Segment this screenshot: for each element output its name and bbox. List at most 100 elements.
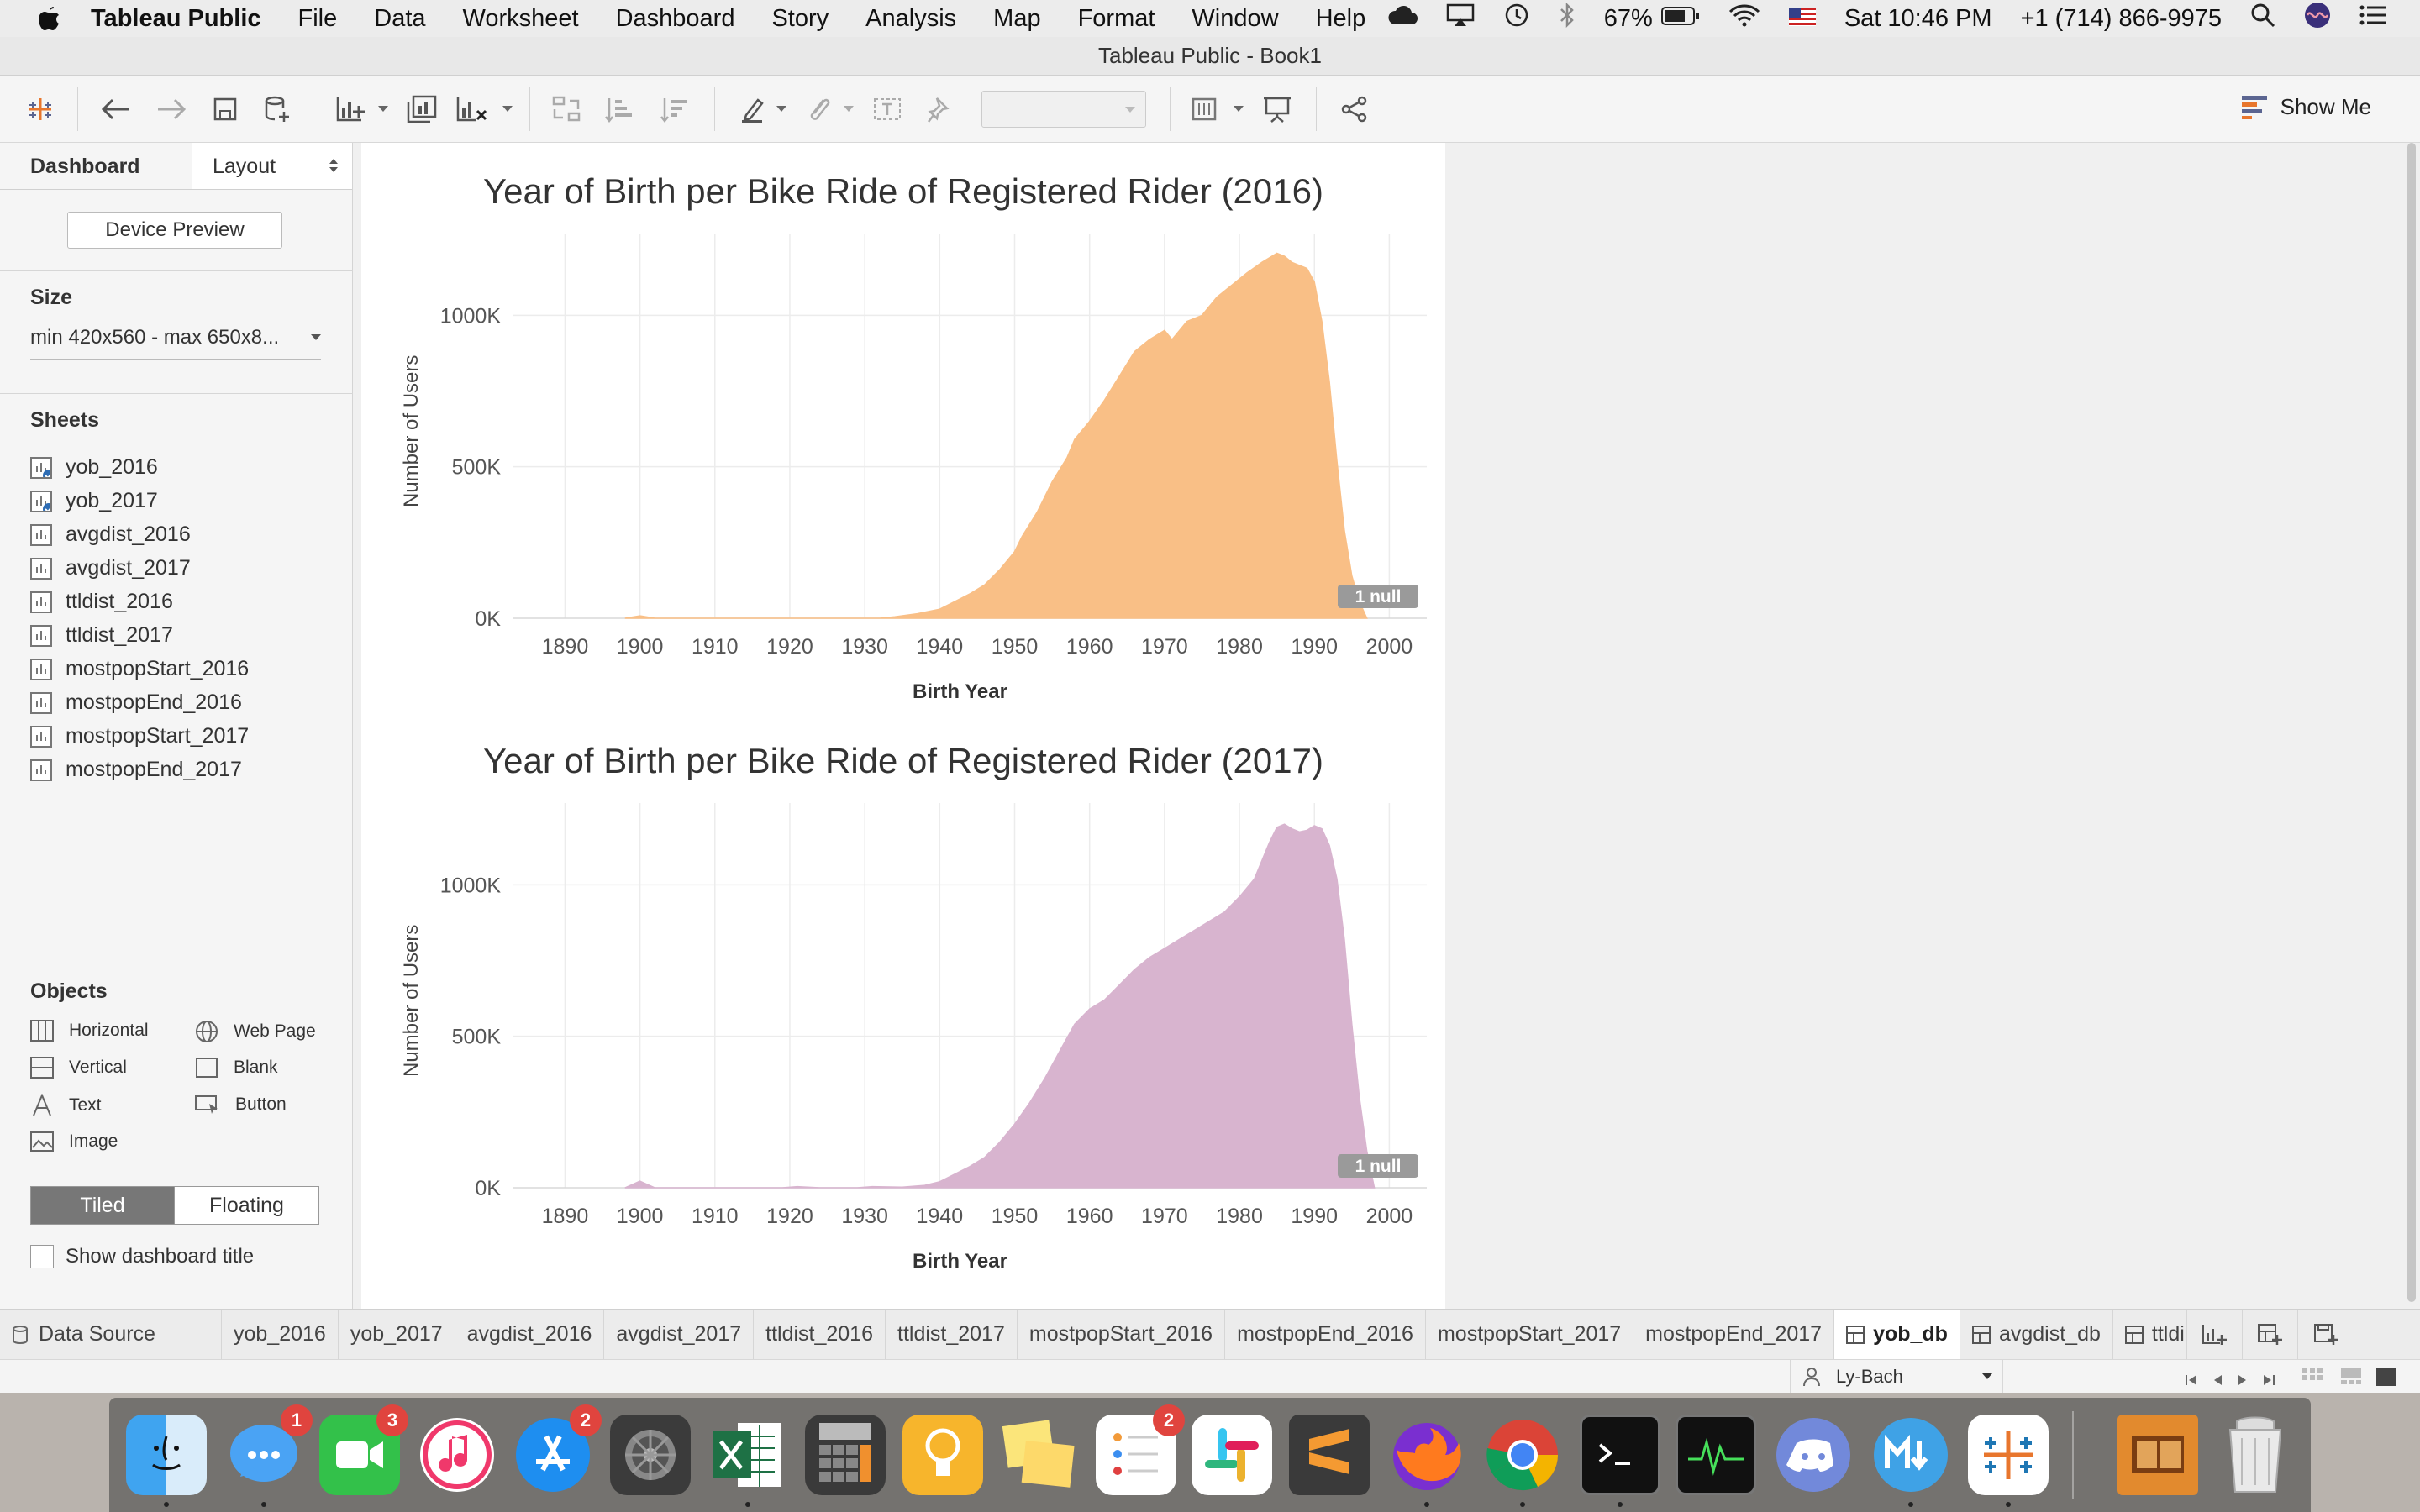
tab-mostpopend-2017[interactable]: mostpopEnd_2017	[1634, 1309, 1835, 1360]
save-icon[interactable]	[208, 92, 242, 126]
slack-icon[interactable]	[1192, 1415, 1272, 1495]
menu-dashboard[interactable]: Dashboard	[615, 4, 735, 32]
object-blank[interactable]: Blank	[195, 1057, 278, 1079]
sheet-item-avgdist-2017[interactable]: avgdist_2017	[30, 556, 191, 580]
object-web-page[interactable]: Web Page	[195, 1020, 316, 1043]
show-mark-labels-icon[interactable]	[871, 92, 904, 126]
trash-icon[interactable]	[2215, 1415, 2296, 1495]
menu-help[interactable]: Help	[1315, 4, 1366, 32]
size-dropdown[interactable]: min 420x560 - max 650x8...	[30, 326, 321, 360]
tab-yob-db[interactable]: yob_db	[1834, 1309, 1960, 1360]
chrome-icon[interactable]	[1482, 1415, 1563, 1495]
finder-icon[interactable]	[126, 1415, 207, 1495]
messenger-icon[interactable]: 1	[224, 1404, 313, 1495]
menu-format[interactable]: Format	[1077, 4, 1155, 32]
area-chart-2016[interactable]: 1890 1900 1910 1920 1930 1940 1950 1960 1970 1980…	[361, 227, 1445, 714]
tab-ttldist-db[interactable]: ttldi	[2113, 1309, 2187, 1360]
firefox-icon[interactable]	[1386, 1415, 1467, 1495]
tab-mostpopstart-2017[interactable]: mostpopStart_2017	[1426, 1309, 1634, 1360]
presentation-mode-icon[interactable]	[1260, 92, 1294, 126]
music-icon[interactable]	[417, 1415, 497, 1495]
tableau-logo-icon[interactable]	[24, 92, 57, 126]
menu-story[interactable]: Story	[771, 4, 829, 32]
tab-ttldist-2017[interactable]: ttldist_2017	[886, 1309, 1018, 1360]
menu-map[interactable]: Map	[993, 4, 1041, 32]
sheet-item-mostpopstart-2017[interactable]: mostpopStart_2017	[30, 724, 249, 748]
clear-sheet-icon[interactable]	[455, 92, 489, 126]
stickies-icon[interactable]	[998, 1415, 1079, 1495]
show-cards-dropdown-icon[interactable]	[1230, 92, 1247, 126]
clock[interactable]: Sat 10:46 PM	[1844, 4, 1992, 32]
discord-icon[interactable]	[1773, 1415, 1854, 1495]
device-preview-button[interactable]: Device Preview	[67, 212, 282, 249]
redo-icon[interactable]	[155, 92, 188, 126]
tiled-button[interactable]: Tiled	[31, 1187, 174, 1224]
show-tabs-icon[interactable]	[2376, 1368, 2396, 1391]
menu-app-name[interactable]: Tableau Public	[91, 4, 261, 32]
share-icon[interactable]	[1338, 92, 1371, 126]
keynote-icon[interactable]	[902, 1415, 983, 1495]
dashboard-vertical-scrollbar[interactable]	[2403, 143, 2420, 1309]
activity-monitor-icon[interactable]	[1676, 1415, 1756, 1495]
object-horizontal[interactable]: Horizontal	[30, 1020, 149, 1042]
battery-icon[interactable]	[1660, 5, 1700, 33]
duplicate-sheet-icon[interactable]	[405, 92, 439, 126]
apple-icon[interactable]	[32, 2, 66, 35]
new-data-source-icon[interactable]	[260, 92, 294, 126]
phone-number[interactable]: +1 (714) 866-9975	[2020, 4, 2222, 32]
show-cards-icon[interactable]	[1192, 92, 1225, 126]
tab-avgdist-2016[interactable]: avgdist_2016	[455, 1309, 605, 1360]
menu-file[interactable]: File	[297, 4, 338, 32]
sort-ascending-icon[interactable]	[603, 92, 637, 126]
scrollbar-thumb[interactable]	[2407, 143, 2416, 1302]
new-story-tab-button[interactable]	[2298, 1310, 2354, 1360]
cloud-icon[interactable]	[1387, 4, 1418, 33]
next-sheet-icon[interactable]	[2237, 1370, 2249, 1392]
new-dashboard-tab-button[interactable]	[2243, 1309, 2298, 1360]
notification-center-icon[interactable]	[2360, 4, 2386, 33]
highlight-dropdown-icon[interactable]	[773, 92, 790, 126]
group-members-icon[interactable]	[802, 92, 835, 126]
tab-data-source[interactable]: Data Source	[0, 1309, 222, 1360]
input-flag-icon[interactable]	[1788, 5, 1816, 33]
time-machine-icon[interactable]	[1503, 2, 1530, 35]
floating-button[interactable]: Floating	[174, 1187, 318, 1224]
bluetooth-icon[interactable]	[1559, 2, 1576, 34]
menu-data[interactable]: Data	[374, 4, 426, 32]
show-me-button[interactable]: Show Me	[2241, 94, 2371, 120]
clear-sheet-dropdown-icon[interactable]	[499, 92, 516, 126]
spotlight-search-icon[interactable]	[2250, 3, 2275, 34]
sheet-item-mostpopend-2016[interactable]: mostpopEnd_2016	[30, 690, 242, 715]
fix-axes-icon[interactable]	[923, 92, 956, 126]
swap-rows-columns-icon[interactable]	[550, 92, 583, 126]
highlight-icon[interactable]	[736, 92, 770, 126]
show-title-checkbox[interactable]	[30, 1245, 54, 1268]
group-dropdown-icon[interactable]	[840, 92, 857, 126]
app-store-icon[interactable]: 2	[513, 1404, 602, 1495]
last-sheet-icon[interactable]	[2262, 1370, 2275, 1392]
tab-avgdist-db[interactable]: avgdist_db	[1960, 1309, 2113, 1360]
show-sheet-sorter-icon[interactable]	[2302, 1368, 2323, 1391]
object-vertical[interactable]: Vertical	[30, 1057, 127, 1079]
sheet-item-yob-2016[interactable]: yob_2016	[30, 455, 158, 481]
siri-icon[interactable]	[2304, 2, 2331, 35]
tab-dashboard[interactable]: Dashboard	[0, 143, 192, 189]
sheet-item-ttldist-2017[interactable]: ttldist_2017	[30, 623, 173, 648]
sheet-item-avgdist-2016[interactable]: avgdist_2016	[30, 522, 191, 547]
tab-ttldist-2016[interactable]: ttldist_2016	[754, 1309, 886, 1360]
new-worksheet-dropdown-icon[interactable]	[375, 92, 392, 126]
tab-layout[interactable]: Layout	[192, 143, 352, 189]
object-image[interactable]: Image	[30, 1131, 118, 1152]
area-chart-2017[interactable]: 1890 1900 1910 1920 1930 1940 1950 1960 1970 1980…	[361, 796, 1445, 1284]
system-preferences-icon[interactable]	[610, 1415, 691, 1495]
airplay-icon[interactable]	[1446, 3, 1475, 34]
reminders-icon[interactable]: 2	[1096, 1404, 1185, 1495]
sheet-item-ttldist-2016[interactable]: ttldist_2016	[30, 590, 173, 614]
new-worksheet-icon[interactable]	[334, 92, 368, 126]
tab-mostpopend-2016[interactable]: mostpopEnd_2016	[1225, 1309, 1426, 1360]
tableau-icon[interactable]	[1968, 1415, 2049, 1495]
markdown-editor-icon[interactable]	[1870, 1415, 1951, 1495]
sublime-text-icon[interactable]	[1289, 1415, 1370, 1495]
show-filmstrip-icon[interactable]	[2341, 1368, 2361, 1391]
user-menu[interactable]: Ly-Bach	[1790, 1360, 2003, 1394]
